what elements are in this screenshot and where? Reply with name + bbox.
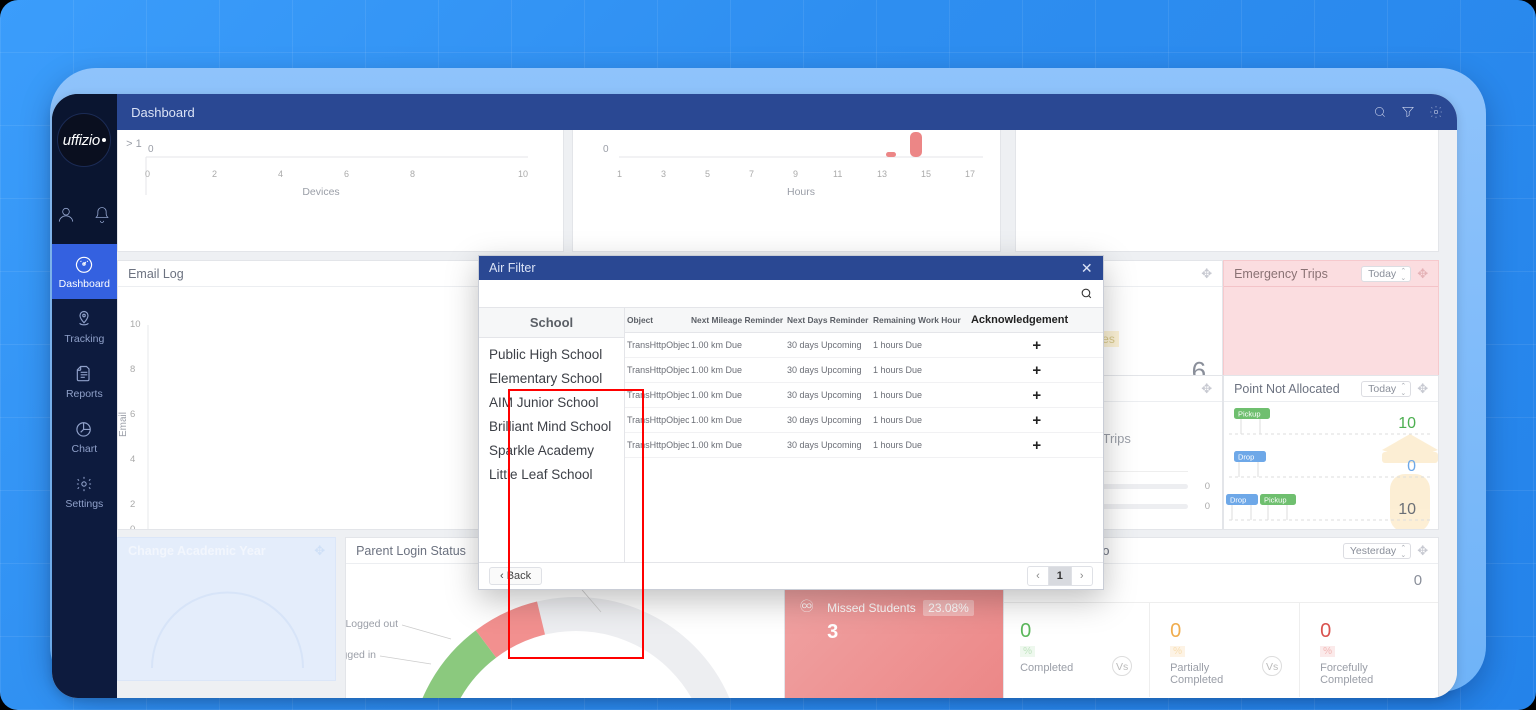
svg-text:Logged out: Logged out [346,618,398,630]
svg-text:17: 17 [965,169,975,179]
svg-text:11: 11 [833,169,842,179]
svg-text:0: 0 [130,524,135,530]
svg-text:Devices: Devices [302,186,339,198]
svg-text:Email: Email [118,412,129,437]
svg-text:0: 0 [148,144,154,155]
svg-text:8: 8 [410,169,415,179]
svg-text:15: 15 [921,169,931,179]
svg-text:Drop: Drop [1230,496,1246,505]
svg-text:5: 5 [705,169,710,179]
svg-text:2: 2 [130,499,135,510]
svg-text:Hours: Hours [787,186,815,198]
svg-text:10: 10 [1398,415,1416,432]
svg-text:0: 0 [1407,458,1416,475]
svg-text:7: 7 [749,169,754,179]
svg-text:2: 2 [212,169,217,179]
svg-text:0: 0 [145,169,150,179]
svg-text:3: 3 [661,169,666,179]
svg-text:13: 13 [877,169,887,179]
svg-text:Logged in: Logged in [346,649,376,661]
svg-text:4: 4 [130,454,135,465]
svg-text:6: 6 [130,409,135,420]
svg-text:Drop: Drop [1238,453,1254,462]
svg-text:8: 8 [130,364,135,375]
svg-text:Pickup: Pickup [1238,410,1261,419]
svg-text:Pickup: Pickup [1264,496,1287,505]
svg-text:6: 6 [344,169,349,179]
svg-text:0: 0 [603,144,609,155]
svg-text:1: 1 [617,169,622,179]
svg-text:10: 10 [518,169,528,179]
svg-text:10: 10 [1398,501,1416,518]
svg-text:9: 9 [793,169,798,179]
svg-text:10: 10 [130,319,141,330]
svg-text:4: 4 [278,169,283,179]
